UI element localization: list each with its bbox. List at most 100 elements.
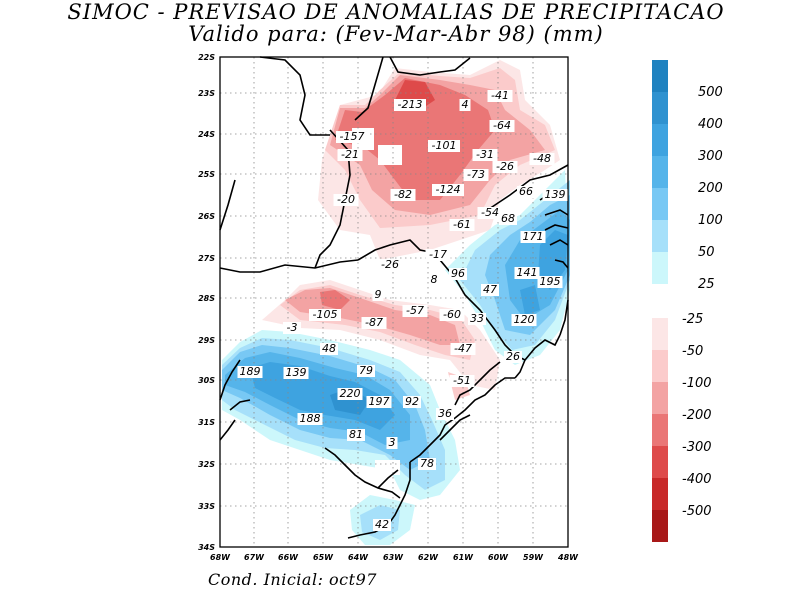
contour-label-bg xyxy=(514,267,540,279)
contour-label: 48 xyxy=(322,342,336,355)
contour-label: -82 xyxy=(394,188,412,201)
contour-label: -60 xyxy=(443,308,461,321)
contour-label-bg xyxy=(481,284,499,296)
color-bar: 500 400 300 200 100 50 25 -25 -50 -100 -200 -300 -40… xyxy=(652,60,723,542)
color-bar-label: 100 xyxy=(698,213,723,228)
contour-label-bg xyxy=(428,274,440,286)
contour-label-bg xyxy=(333,194,359,206)
contour-label: 171 xyxy=(523,230,544,243)
contour-label-bg xyxy=(450,343,476,355)
contour-label: -101 xyxy=(432,139,457,152)
contour-label-bg xyxy=(402,305,428,317)
contour-label: 188 xyxy=(300,412,321,425)
lon-tick: 66W xyxy=(278,553,299,562)
color-bar-box xyxy=(652,252,668,284)
lon-tick: 61W xyxy=(453,553,474,562)
contour-labels: -213 4 -41 -64 -157 -101 -31 -48 -21 -26 -73 66 139 -… xyxy=(237,89,568,531)
color-bar-box xyxy=(652,318,668,350)
color-bar-box xyxy=(652,124,668,156)
color-bar-box xyxy=(652,60,668,92)
contour-label: 66 xyxy=(519,185,533,198)
lat-tick: 27S xyxy=(198,254,215,263)
map-title: SIMOC - PREVISAO DE ANOMALIAS DE PRECIPI… xyxy=(67,0,725,24)
contour-label: 4 xyxy=(462,98,469,111)
contour-label-bg xyxy=(386,437,398,449)
contour-label-bg xyxy=(436,408,454,420)
lon-tick: 60W xyxy=(488,553,509,562)
contour-label: 96 xyxy=(451,267,465,280)
color-bar-box xyxy=(652,156,668,188)
lat-tick: 31S xyxy=(198,418,215,427)
contour-label-bg xyxy=(459,99,471,111)
contour-label: -21 xyxy=(341,148,359,161)
lon-tick: 68W xyxy=(210,553,231,562)
lat-tick: 22S xyxy=(198,53,215,62)
contour-label-bg xyxy=(492,161,518,173)
contour-label-bg xyxy=(537,276,563,288)
color-bar-label: -500 xyxy=(682,504,712,519)
contour-label-bg xyxy=(377,259,403,271)
lon-tick: 59W xyxy=(523,553,544,562)
color-bar-label: -50 xyxy=(682,344,703,359)
lon-tick: 65W xyxy=(313,553,334,562)
contour-label: 92 xyxy=(405,395,419,408)
color-bar-label: 400 xyxy=(698,117,723,132)
lat-tick: 25S xyxy=(198,170,215,179)
contour-label: 3 xyxy=(389,436,396,449)
contour-label: 197 xyxy=(369,395,390,408)
grid-lines xyxy=(220,57,568,547)
contour-label: -47 xyxy=(454,342,472,355)
contour-label-bg xyxy=(336,131,368,143)
contour-label: 8 xyxy=(431,273,438,286)
contour-label-bg xyxy=(449,375,475,387)
contour-label: -17 xyxy=(429,248,447,261)
contour-label-bg xyxy=(237,366,263,378)
contour-label: -20 xyxy=(337,193,355,206)
lat-tick: 29S xyxy=(198,336,215,345)
color-bar-label: -300 xyxy=(682,440,712,455)
contour-label-bg xyxy=(511,314,537,326)
contour-label-bg xyxy=(468,313,486,325)
lon-tick: 67W xyxy=(244,553,265,562)
lat-tick: 26S xyxy=(198,212,215,221)
color-bar-box xyxy=(652,188,668,220)
lat-tick: 28S xyxy=(198,294,215,303)
contour-label-bg xyxy=(477,207,503,219)
contour-label: 9 xyxy=(375,288,382,301)
contour-label-bg xyxy=(449,219,475,231)
contour-label-bg xyxy=(517,186,535,198)
contour-label-bg xyxy=(357,365,375,377)
contour-label-bg xyxy=(390,189,416,201)
contour-label-bg xyxy=(425,249,451,261)
contour-label: -3 xyxy=(287,321,298,334)
lat-tick: 30S xyxy=(198,376,215,385)
contour-label-bg xyxy=(372,289,384,301)
initial-condition-note: Cond. Inicial: oct97 xyxy=(208,570,377,589)
color-bar-box xyxy=(652,414,668,446)
color-bar-label: 50 xyxy=(698,245,715,260)
contour-label: -26 xyxy=(496,160,514,173)
contour-label-bg xyxy=(520,231,546,243)
contour-label-bg xyxy=(529,153,555,165)
map-frame xyxy=(219,56,569,548)
lon-tick: 64W xyxy=(348,553,369,562)
color-bar-label: 300 xyxy=(698,149,723,164)
contour-label-bg xyxy=(337,388,363,400)
contour-label-bg xyxy=(428,140,460,152)
color-bar-label: -25 xyxy=(682,312,703,327)
longitude-axis: 68W 67W 66W 65W 64W 63W 62W 61W 60W 59W … xyxy=(210,553,579,562)
contour-label: 26 xyxy=(506,350,520,363)
contour-label: -61 xyxy=(453,218,471,231)
contour-label-bg xyxy=(489,120,515,132)
lon-tick: 48W xyxy=(557,553,579,562)
map-subtitle: Valido para: (Fev-Mar-Abr 98) (mm) xyxy=(188,22,604,46)
contour-label: 220 xyxy=(340,387,361,400)
contour-label: -73 xyxy=(467,168,485,181)
lat-tick: 33S xyxy=(198,502,215,511)
color-bar-box xyxy=(652,478,668,510)
lon-tick: 62W xyxy=(418,553,439,562)
lat-tick: 32S xyxy=(198,460,215,469)
color-bar-label: 200 xyxy=(698,181,723,196)
contour-label: -64 xyxy=(493,119,511,132)
contour-label: 47 xyxy=(483,283,497,296)
